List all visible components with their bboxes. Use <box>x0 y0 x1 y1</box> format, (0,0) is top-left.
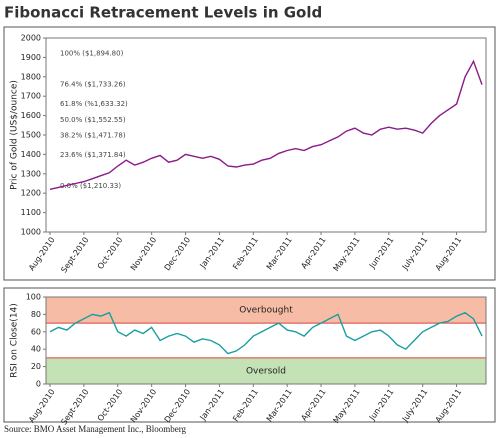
y-tick-label: 1900 <box>21 53 41 62</box>
y-tick-label: 2000 <box>21 34 41 43</box>
x-tick-label: Sept-2010 <box>59 387 90 426</box>
price-line <box>49 311 483 355</box>
band <box>46 297 486 324</box>
source: Source: BMO Asset Management Inc., Bloom… <box>4 424 187 434</box>
x-tick-label: Oct-2010 <box>96 387 125 423</box>
price-line <box>49 59 483 190</box>
x-tick-label: Apr-2011 <box>299 235 327 270</box>
x-tick-label: Aug-2011 <box>434 387 464 424</box>
x-tick-label: Sept-2010 <box>59 235 90 274</box>
panel-frame <box>3 287 496 423</box>
panel-frame <box>3 26 496 281</box>
x-tick-label: Aug-2011 <box>434 235 464 272</box>
x-tick-label: Aug-2010 <box>27 387 57 424</box>
y-axis-label: Pric of Gold (US$/ounce) <box>10 80 20 190</box>
y-tick-label: 1400 <box>21 150 41 159</box>
y-tick-label: 1700 <box>21 92 41 101</box>
x-tick-label: Nov-2010 <box>129 387 159 424</box>
x-tick-label: Dec-2010 <box>163 235 193 272</box>
level-label: 50.0% ($1,552.55) <box>60 116 126 124</box>
y-tick-label: 1200 <box>21 189 41 198</box>
band-label: Overbought <box>239 306 293 316</box>
x-tick-label: Jan-2011 <box>198 387 226 422</box>
y-tick-label: 0 <box>36 380 41 389</box>
level-label: 100% ($1,894.80) <box>60 49 124 57</box>
y-tick-label: 60 <box>31 327 41 336</box>
x-tick-label: Jun-2011 <box>367 387 395 422</box>
y-tick-label: 80 <box>31 310 41 319</box>
y-tick-label: 1500 <box>21 131 41 140</box>
x-tick-label: Jan-2011 <box>198 235 226 270</box>
y-tick-label: 1100 <box>21 208 41 217</box>
level-label: 76.4% ($1,733.26) <box>60 81 126 89</box>
y-tick-label: 20 <box>31 362 41 371</box>
y-tick-label: 1800 <box>21 72 41 81</box>
chart-title: Fibonacci Retracement Levels in Gold <box>4 4 322 22</box>
x-tick-label: July-2011 <box>400 235 429 272</box>
band <box>46 357 486 384</box>
x-tick-label: Nov-2010 <box>129 235 159 272</box>
x-tick-label: Oct-2010 <box>96 235 125 271</box>
level-label: 38.2% ($1,471.78) <box>60 131 126 139</box>
x-tick-label: Feb-2011 <box>231 235 260 271</box>
y-tick-label: 1600 <box>21 111 41 120</box>
x-tick-label: Jun-2011 <box>367 235 395 270</box>
x-tick-label: May-2011 <box>332 235 362 273</box>
x-tick-label: Aug-2010 <box>27 235 57 272</box>
x-tick-label: Dec-2010 <box>163 387 193 424</box>
y-tick-label: 40 <box>31 345 41 354</box>
x-tick-label: Mar-2011 <box>265 387 294 423</box>
x-tick-label: Feb-2011 <box>231 387 260 423</box>
y-axis-label: RSI on Close(14) <box>10 303 20 378</box>
band-label: Oversold <box>246 366 286 376</box>
x-tick-label: Mar-2011 <box>265 235 294 271</box>
level-label: 0.0% ($1,210.33) <box>60 182 121 190</box>
x-tick-label: July-2011 <box>400 387 429 424</box>
y-tick-label: 1000 <box>21 228 41 237</box>
x-tick-label: May-2011 <box>332 387 362 425</box>
level-label: 61.8% (%1,633.32) <box>60 100 128 108</box>
y-tick-label: 100 <box>26 293 41 302</box>
level-label: 23.6% ($1,371.84) <box>60 151 126 159</box>
plot-frame <box>45 296 487 385</box>
x-tick-label: Apr-2011 <box>299 387 327 422</box>
y-tick-label: 1300 <box>21 169 41 178</box>
